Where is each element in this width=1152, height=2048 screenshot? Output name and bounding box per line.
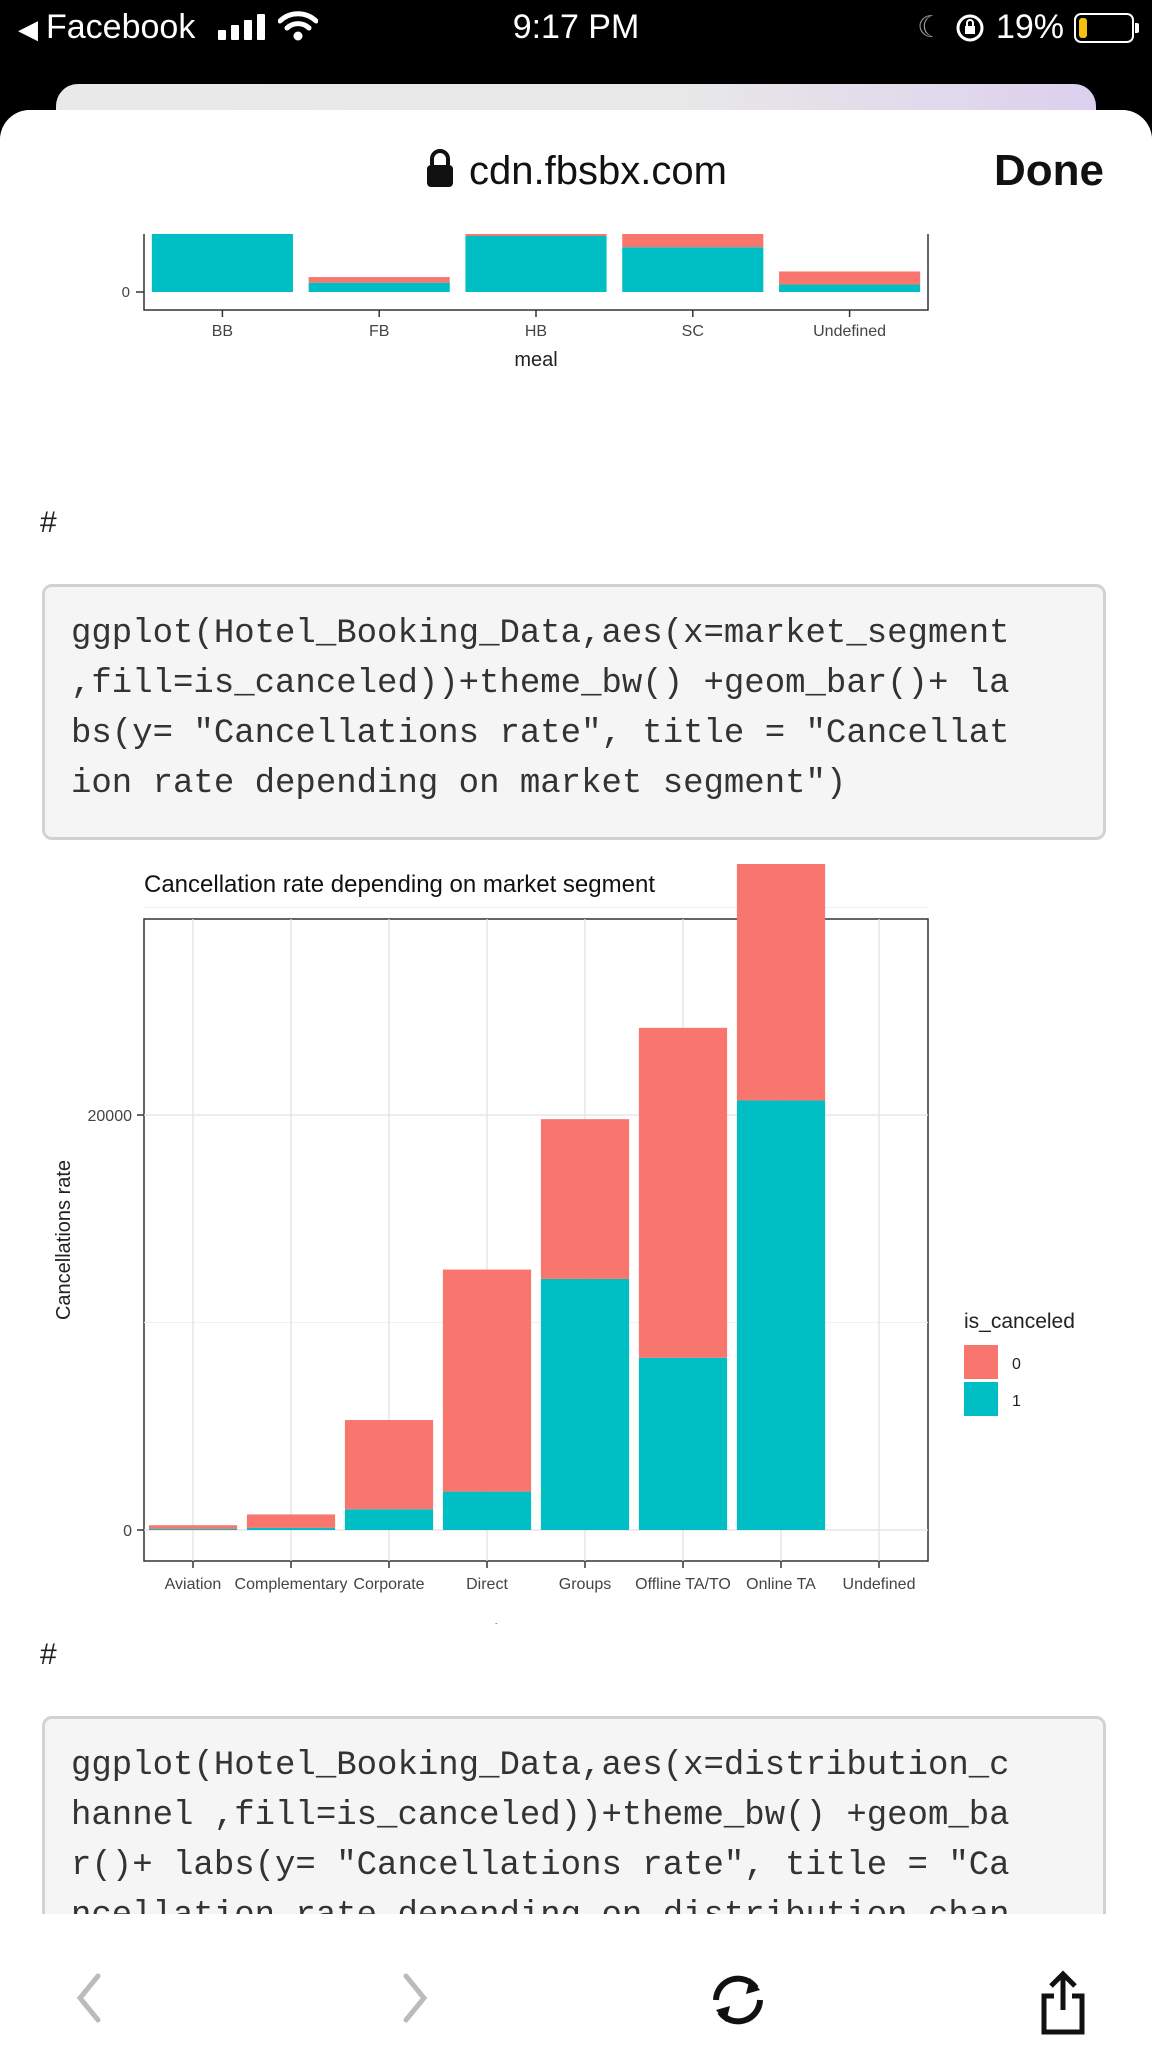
- meal-x-tick-label: BB: [212, 323, 233, 340]
- bar-segment-0: [148, 1525, 238, 1529]
- status-bar: ◀ Facebook 9:17 PM ☾ 19%: [0, 0, 1152, 60]
- hash-marker: #: [40, 1638, 57, 1671]
- bar-segment-0: [442, 1269, 532, 1492]
- page-content: 0 BB FB HB SC Undefined meal # ggplot(Hotel_…: [0, 234, 1152, 1914]
- meal-x-tick-label: HB: [525, 323, 547, 340]
- status-right: ☾ 19%: [917, 8, 1139, 47]
- meal-bar-segment-0: [308, 277, 450, 283]
- meal-bar-segment-0: [622, 234, 764, 248]
- back-app-label: Facebook: [46, 8, 196, 46]
- lock-icon: [427, 149, 454, 187]
- url-bar: cdn.fbsbx.com Done: [0, 110, 1152, 234]
- x-tick-label: Corporate: [353, 1576, 424, 1593]
- cellular-signal-icon: [218, 14, 265, 40]
- battery-percent: 19%: [995, 8, 1064, 46]
- bar-segment-1: [344, 1509, 434, 1530]
- x-tick-label: Direct: [466, 1576, 508, 1593]
- meal-bar-segment-1: [622, 247, 764, 292]
- y-axis-title: Cancellations rate: [53, 1160, 75, 1320]
- y-tick-label: 0: [123, 1523, 132, 1540]
- meal-bar-segment-1: [465, 236, 607, 292]
- meal-x-tick-label: SC: [682, 323, 704, 340]
- share-button[interactable]: [1038, 1970, 1088, 2036]
- back-nav-button[interactable]: [68, 1970, 108, 2026]
- status-time: 9:17 PM: [512, 8, 640, 46]
- meal-bar-segment-1: [308, 282, 450, 292]
- bar-segment-1: [246, 1527, 336, 1530]
- url-text: cdn.fbsbx.com: [469, 149, 727, 193]
- bar-segment-0: [246, 1514, 336, 1528]
- meal-chart: 0 BB FB HB SC Undefined meal: [122, 234, 929, 371]
- bar-segment-1: [540, 1278, 630, 1530]
- x-tick-label: Offline TA/TO: [635, 1576, 731, 1593]
- market-segment-chart: Cancellation rate depending on market se…: [53, 864, 1075, 1624]
- x-tick-label: Online TA: [746, 1576, 816, 1593]
- x-tick-label: Undefined: [843, 1576, 916, 1593]
- back-to-app[interactable]: ◀ Facebook: [18, 8, 195, 47]
- bar-segment-1: [148, 1528, 238, 1530]
- bar-segment-1: [736, 1100, 826, 1530]
- meal-bar-segment-1: [151, 234, 293, 292]
- bar-segment-0: [344, 1420, 434, 1510]
- meal-bar-segment-0: [779, 271, 921, 285]
- meal-bar-segment-0: [465, 234, 607, 236]
- meal-x-tick-label: FB: [369, 323, 389, 340]
- legend-key-1: [964, 1382, 998, 1416]
- bar-segment-1: [442, 1491, 532, 1530]
- legend-title: is_canceled: [964, 1310, 1075, 1333]
- code-block-market-segment: ggplot(Hotel_Booking_Data,aes(x=market_s…: [42, 584, 1106, 840]
- reload-button[interactable]: [706, 1970, 770, 2030]
- x-tick-label: Groups: [559, 1576, 611, 1593]
- meal-x-tick-label: Undefined: [813, 323, 886, 340]
- meal-bar-segment-1: [779, 284, 921, 292]
- code-block-distribution-channel: ggplot(Hotel_Booking_Data,aes(x=distribu…: [42, 1716, 1106, 1914]
- meal-x-axis-title: meal: [514, 349, 557, 371]
- x-axis-title: market_segment: [458, 1621, 615, 1624]
- hash-marker: #: [40, 506, 57, 539]
- legend-label-1: 1: [1012, 1393, 1021, 1410]
- battery-icon: [1074, 12, 1139, 43]
- bar-segment-0: [736, 864, 826, 1101]
- browser-toolbar: [0, 1948, 1152, 2048]
- browser-sheet: cdn.fbsbx.com Done 0 BB FB HB SC Undefined m…: [0, 110, 1152, 2048]
- x-tick-label: Aviation: [165, 1576, 222, 1593]
- legend-label-0: 0: [1012, 1356, 1021, 1373]
- bar-segment-0: [638, 1027, 728, 1358]
- wifi-icon: [278, 11, 318, 41]
- y-tick-label: 20000: [88, 1108, 133, 1125]
- url-display[interactable]: cdn.fbsbx.com: [0, 148, 1152, 194]
- bar-segment-0: [540, 1119, 630, 1279]
- moon-icon: ☾: [917, 11, 944, 44]
- back-arrow-icon: ◀: [18, 14, 38, 44]
- rotation-lock-icon: [956, 14, 984, 41]
- legend: is_canceled 0 1: [964, 1310, 1075, 1416]
- done-button[interactable]: Done: [994, 146, 1104, 195]
- legend-key-0: [964, 1345, 998, 1379]
- meal-y-tick-label: 0: [122, 284, 130, 301]
- chart-title: Cancellation rate depending on market se…: [144, 871, 655, 898]
- x-tick-label: Complementary: [235, 1576, 348, 1593]
- bar-segment-1: [638, 1357, 728, 1530]
- forward-nav-button[interactable]: [396, 1970, 436, 2026]
